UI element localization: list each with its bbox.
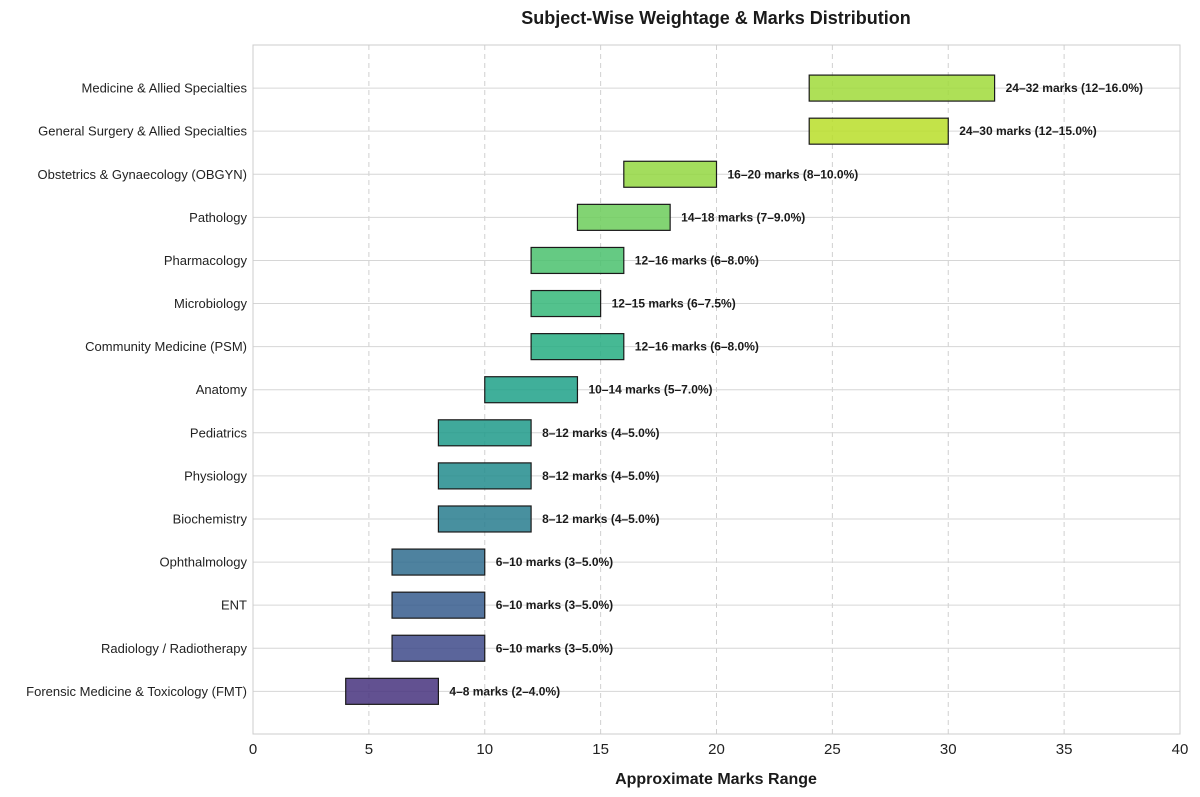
x-axis-label: Approximate Marks Range (615, 771, 817, 788)
data-label: 24–32 marks (12–16.0%) (1006, 81, 1143, 95)
range-bar (530, 333, 625, 361)
data-labels: 4–8 marks (2–4.0%) 6–10 marks (3–5.0%) 6–1… (449, 81, 1143, 698)
x-tick-label: 25 (824, 741, 841, 758)
data-label: 14–18 marks (7–9.0%) (681, 210, 805, 224)
y-tick-label: Radiology / Radiotherapy (101, 641, 247, 656)
y-tick-label: Pharmacology (164, 253, 248, 268)
range-bar (530, 289, 602, 318)
y-tick-label: Microbiology (174, 296, 247, 311)
data-label: 10–14 marks (5–7.0%) (588, 383, 712, 397)
x-tick-label: 40 (1172, 741, 1189, 758)
y-axis-tick-labels: Forensic Medicine & Toxicology (FMT) Radi… (26, 81, 247, 699)
x-tick-label: 30 (940, 741, 957, 758)
y-tick-label: Pathology (189, 210, 247, 225)
data-label: 12–15 marks (6–7.5%) (612, 297, 736, 311)
x-tick-label: 35 (1056, 741, 1073, 758)
range-bar (437, 505, 532, 533)
y-tick-label: Anatomy (196, 382, 248, 397)
data-label: 6–10 marks (3–5.0%) (496, 555, 613, 569)
y-tick-label: Physiology (184, 468, 247, 483)
plot-frame (252, 44, 1181, 735)
y-tick-label: Pediatrics (190, 425, 248, 440)
data-label: 6–10 marks (3–5.0%) (496, 598, 613, 612)
range-bar (345, 677, 440, 705)
grid-layer (253, 45, 1180, 734)
x-tick-label: 10 (476, 741, 493, 758)
range-bar (391, 634, 486, 662)
y-tick-label: Ophthalmology (160, 555, 248, 570)
range-bar (391, 548, 486, 576)
data-label: 8–12 marks (4–5.0%) (542, 469, 659, 483)
data-label: 6–10 marks (3–5.0%) (496, 641, 613, 655)
range-bar (808, 74, 996, 102)
x-tick-label: 15 (592, 741, 609, 758)
data-label: 12–16 marks (6–8.0%) (635, 340, 759, 354)
range-bar (530, 246, 625, 275)
range-bar (576, 203, 671, 231)
range-bar (623, 160, 718, 188)
data-label: 12–16 marks (6–8.0%) (635, 253, 759, 267)
y-tick-label: Forensic Medicine & Toxicology (FMT) (26, 684, 247, 699)
y-tick-label: Community Medicine (PSM) (85, 339, 247, 354)
x-tick-label: 0 (249, 741, 257, 758)
x-tick-label: 20 (708, 741, 725, 758)
range-bar (808, 117, 949, 145)
y-tick-label: Biochemistry (173, 511, 248, 526)
y-tick-label: General Surgery & Allied Specialties (38, 124, 247, 139)
y-tick-label: Obstetrics & Gynaecology (OBGYN) (37, 167, 247, 182)
data-label: 8–12 marks (4–5.0%) (542, 426, 659, 440)
range-bar (484, 376, 579, 404)
data-label: 4–8 marks (2–4.0%) (449, 684, 560, 698)
y-tick-label: Medicine & Allied Specialties (82, 81, 248, 96)
data-label: 16–20 marks (8–10.0%) (728, 167, 859, 181)
range-bar (391, 591, 486, 619)
data-label: 24–30 marks (12–15.0%) (959, 124, 1096, 138)
data-label: 8–12 marks (4–5.0%) (542, 512, 659, 526)
range-bar (437, 462, 532, 490)
range-bar (437, 419, 532, 447)
y-tick-label: ENT (221, 598, 247, 613)
bars-layer (345, 74, 996, 705)
chart-title: Subject-Wise Weightage & Marks Distribut… (521, 8, 911, 28)
x-tick-label: 5 (365, 741, 373, 758)
x-axis-tick-labels: 0 5 10 15 20 25 30 35 40 (249, 741, 1189, 758)
